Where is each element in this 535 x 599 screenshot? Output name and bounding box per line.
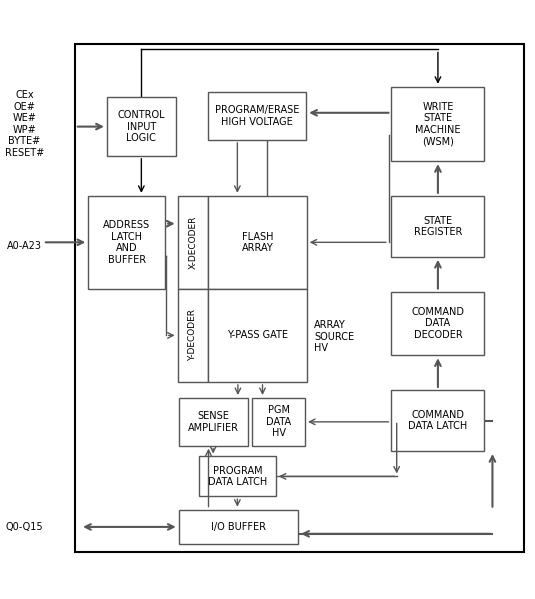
Bar [208,196,307,289]
Text: X-DECODER: X-DECODER [188,216,197,269]
Text: COMMAND
DATA LATCH: COMMAND DATA LATCH [408,410,468,431]
Text: PROGRAM
DATA LATCH: PROGRAM DATA LATCH [208,465,267,487]
Bar [179,398,248,446]
Text: A0-A23: A0-A23 [7,241,42,252]
Text: I/O BUFFER: I/O BUFFER [211,522,266,532]
Bar [392,292,485,355]
Bar [199,456,276,497]
Bar [392,87,485,161]
Bar [392,196,485,257]
Bar [178,196,208,289]
Text: PGM
DATA
HV: PGM DATA HV [266,406,291,438]
Bar [208,92,306,140]
Text: STATE
REGISTER: STATE REGISTER [414,216,462,237]
Text: Y-PASS GATE: Y-PASS GATE [227,331,288,340]
Bar [75,44,524,552]
Text: SENSE
AMPLIFIER: SENSE AMPLIFIER [188,411,239,432]
Bar [208,289,307,382]
Text: CEx
OE#
WE#
WP#
BYTE#
RESET#: CEx OE# WE# WP# BYTE# RESET# [5,90,44,158]
Bar [392,390,485,451]
Text: Y-DECODER: Y-DECODER [188,310,197,361]
Text: ADDRESS
LATCH
AND
BUFFER: ADDRESS LATCH AND BUFFER [103,220,150,265]
Bar [178,289,208,382]
Text: WRITE
STATE
MACHINE
(WSM): WRITE STATE MACHINE (WSM) [415,102,461,146]
Bar [88,196,165,289]
Text: ARRAY
SOURCE
HV: ARRAY SOURCE HV [314,320,354,353]
Bar [179,510,299,544]
Text: Q0-Q15: Q0-Q15 [5,522,43,532]
Text: PROGRAM/ERASE
HIGH VOLTAGE: PROGRAM/ERASE HIGH VOLTAGE [215,105,299,127]
Bar [252,398,305,446]
Text: COMMAND
DATA
DECODER: COMMAND DATA DECODER [411,307,464,340]
Text: CONTROL
INPUT
LOGIC: CONTROL INPUT LOGIC [118,110,165,143]
Text: FLASH
ARRAY: FLASH ARRAY [242,232,273,253]
Bar [107,98,176,156]
